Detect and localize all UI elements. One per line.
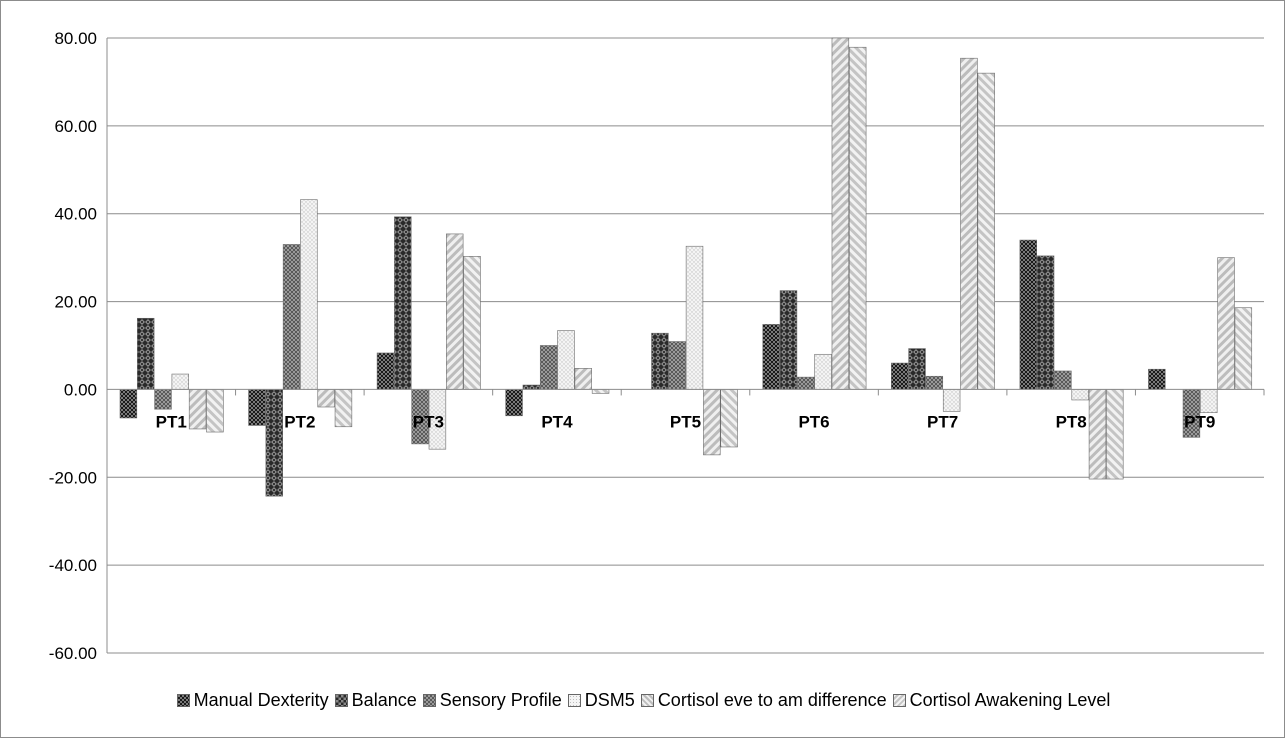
bar-balance — [522, 384, 541, 390]
x-tick-label: PT2 — [284, 412, 315, 431]
bar-manual-dexterity — [119, 389, 138, 419]
legend-item: Sensory Profile — [422, 690, 562, 711]
legend-swatch — [567, 694, 581, 707]
bar-cortisol-eve-to-am-difference — [446, 233, 464, 390]
bar-cortisol-awakening-level — [977, 72, 995, 390]
y-tick-label: 20.00 — [54, 293, 97, 312]
x-tick-label: PT7 — [927, 412, 958, 431]
legend-label: DSM5 — [584, 690, 635, 710]
bar-manual-dexterity — [376, 352, 395, 390]
legend-label: Cortisol eve to am difference — [657, 690, 887, 710]
bar-sensory-profile — [282, 244, 301, 390]
bar-cortisol-awakening-level — [591, 389, 610, 394]
bar-sensory-profile — [154, 389, 172, 410]
y-tick-label: -40.00 — [49, 556, 97, 575]
bar-sensory-profile — [539, 345, 558, 390]
bar-cortisol-eve-to-am-difference — [1217, 257, 1235, 390]
bar-cortisol-awakening-level — [1234, 307, 1253, 390]
legend-swatch — [176, 694, 190, 707]
y-tick-label: -60.00 — [49, 644, 97, 663]
legend-item: Balance — [334, 690, 417, 711]
y-tick-label: 60.00 — [54, 117, 97, 136]
bar-dsm5 — [171, 373, 189, 390]
y-tick-label: -20.00 — [49, 468, 97, 487]
bar-cortisol-eve-to-am-difference — [574, 368, 592, 390]
bar-dsm5 — [685, 245, 704, 390]
bar-balance — [265, 389, 283, 497]
y-tick-label: 40.00 — [54, 205, 97, 224]
legend-label: Manual Dexterity — [193, 690, 329, 710]
bar-dsm5 — [942, 389, 961, 412]
bar-manual-dexterity — [248, 389, 266, 426]
bar-manual-dexterity — [1148, 368, 1166, 390]
bar-manual-dexterity — [505, 389, 523, 417]
x-tick-label: PT4 — [541, 412, 573, 431]
axes — [106, 38, 1265, 653]
legend-item: Cortisol eve to am difference — [640, 690, 887, 711]
legend-swatch — [892, 694, 906, 707]
bar-dsm5 — [814, 353, 832, 390]
x-tick-label: PT8 — [1056, 412, 1087, 431]
bar-balance — [908, 348, 926, 390]
labels: 80.00 60.00 40.00 20.00 0.00 -20.00 -40.00 -60.… — [49, 29, 1216, 663]
bar-sensory-profile — [797, 376, 815, 390]
x-tick-label: PT5 — [670, 412, 701, 431]
x-tick-label: PT6 — [798, 412, 829, 431]
bar-cortisol-eve-to-am-difference — [831, 37, 850, 390]
legend-swatch — [640, 694, 654, 707]
legend-item: Cortisol Awakening Level — [892, 690, 1111, 711]
bar-cortisol-awakening-level — [1106, 389, 1124, 480]
legend-swatch — [334, 694, 348, 707]
bar-sensory-profile — [925, 375, 944, 390]
legend-label: Cortisol Awakening Level — [909, 690, 1111, 710]
y-tick-label: 80.00 — [54, 29, 97, 48]
bar-cortisol-eve-to-am-difference — [703, 389, 721, 456]
bar-balance — [779, 290, 798, 390]
y-tick-label: 0.00 — [64, 380, 97, 399]
bar-cortisol-awakening-level — [463, 256, 481, 390]
bar-cortisol-awakening-level — [206, 389, 224, 433]
bar-sensory-profile — [668, 341, 686, 390]
bar-balance — [651, 332, 669, 390]
legend-label: Sensory Profile — [439, 690, 562, 710]
bar-dsm5 — [1200, 389, 1218, 414]
chart-legend: Manual Dexterity Balance Sensory Profile DS… — [1, 690, 1285, 711]
bar-cortisol-awakening-level — [720, 389, 738, 448]
bar-dsm5 — [1071, 389, 1089, 401]
bar-series — [119, 37, 1253, 497]
x-tick-label: PT1 — [156, 412, 187, 431]
legend-swatch — [422, 694, 436, 707]
bar-sensory-profile — [1054, 370, 1072, 390]
legend-item: Manual Dexterity — [176, 690, 329, 711]
bar-cortisol-awakening-level — [848, 46, 867, 390]
bar-balance — [394, 216, 412, 390]
bar-dsm5 — [557, 330, 575, 390]
bar-cortisol-eve-to-am-difference — [960, 57, 978, 390]
bar-manual-dexterity — [891, 362, 909, 390]
legend-item: DSM5 — [567, 690, 635, 711]
legend-label: Balance — [351, 690, 417, 710]
bar-dsm5 — [300, 199, 318, 390]
bar-cortisol-eve-to-am-difference — [1088, 389, 1107, 480]
bar-balance — [1036, 255, 1055, 390]
bar-manual-dexterity — [762, 324, 780, 390]
x-tick-label: PT9 — [1184, 412, 1215, 431]
bar-balance — [137, 317, 155, 390]
bar-cortisol-awakening-level — [334, 389, 353, 428]
bar-cortisol-eve-to-am-difference — [317, 389, 335, 408]
bar-cortisol-eve-to-am-difference — [188, 389, 207, 430]
x-tick-label: PT3 — [413, 412, 444, 431]
bar-manual-dexterity — [1019, 239, 1037, 390]
